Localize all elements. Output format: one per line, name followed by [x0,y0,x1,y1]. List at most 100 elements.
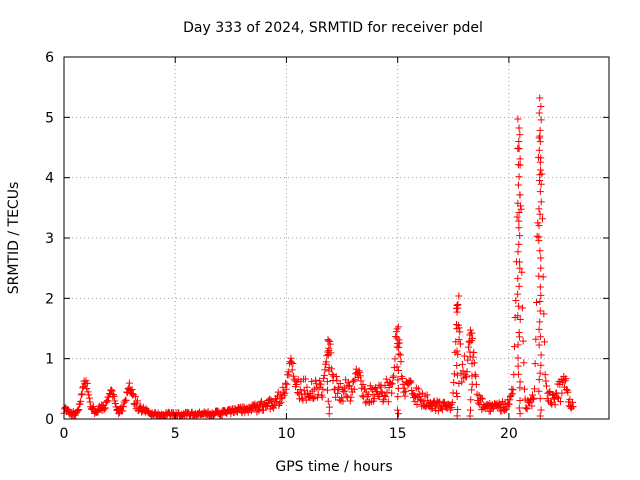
data-point [393,325,401,333]
data-point [74,406,82,414]
data-point [101,404,109,412]
data-point [260,406,268,414]
data-point [542,377,550,385]
data-point [400,384,408,392]
x-tick-label: 10 [278,426,296,442]
y-tick-label: 6 [45,50,54,66]
data-point [546,387,554,395]
data-point [328,370,336,378]
data-point [287,354,295,362]
data-point [514,312,522,320]
data-point [277,398,285,406]
data-point [388,389,396,397]
data-point [516,410,524,418]
data-point [515,302,523,310]
data-point [516,258,524,266]
data-point [536,166,544,174]
data-point [334,383,342,391]
data-point [370,395,378,403]
data-point [535,222,543,230]
data-point [356,372,364,380]
data-point [467,396,475,404]
data-point [395,367,403,375]
data-point [339,397,347,405]
data-point [514,115,522,123]
data-point [537,351,545,359]
data-point [458,360,466,368]
data-point [131,393,139,401]
data-point [383,388,391,396]
data-point [367,384,375,392]
data-point [535,205,543,213]
data-point [537,361,545,369]
data-points [60,94,577,420]
data-point [257,399,265,407]
y-tick-label: 4 [45,171,54,187]
data-point [315,384,323,392]
data-point [402,387,410,395]
data-point [455,336,463,344]
data-point [283,380,291,388]
data-point [324,336,332,344]
data-point [357,377,365,385]
data-point [369,391,377,399]
data-point [133,397,141,405]
data-point [107,386,115,394]
data-point [103,397,111,405]
data-point [509,386,517,394]
data-point [324,351,332,359]
data-point [507,391,515,399]
data-point [536,171,544,179]
data-point [515,240,523,248]
data-point [462,373,470,381]
data-point [523,405,531,413]
data-point [325,410,333,418]
data-point [453,371,461,379]
data-point [537,406,545,414]
data-point [319,385,327,393]
x-tick-label: 5 [171,426,180,442]
data-point [119,403,127,411]
data-point [326,340,334,348]
data-point [350,385,358,393]
data-point [564,388,572,396]
data-point [531,360,539,368]
data-point [341,387,349,395]
data-point [393,334,401,342]
data-point [569,403,577,411]
data-point [395,344,403,352]
data-point [536,126,544,134]
data-point [382,393,390,401]
data-point [325,403,333,411]
x-tick-label: 20 [500,426,518,442]
data-point [532,299,540,307]
data-point [356,368,364,376]
data-point [471,371,479,379]
data-point [89,402,97,410]
data-point [515,137,523,145]
data-point [347,393,355,401]
data-point [448,399,456,407]
data-point [323,386,331,394]
data-point [323,378,331,386]
data-point [75,406,83,414]
data-point [514,354,522,362]
data-point [109,390,117,398]
data-point [325,364,333,372]
data-point [530,385,538,393]
data-point [321,366,329,374]
data-point [519,337,527,345]
data-point [128,385,136,393]
data-point [516,191,524,199]
data-point [361,385,369,393]
data-point [456,340,464,348]
y-tick-label: 3 [45,231,54,247]
data-point [310,395,318,403]
data-point [77,391,85,399]
data-point [535,233,543,241]
data-point [569,398,577,406]
data-point [537,198,545,206]
data-point [474,399,482,407]
data-point [516,155,524,163]
